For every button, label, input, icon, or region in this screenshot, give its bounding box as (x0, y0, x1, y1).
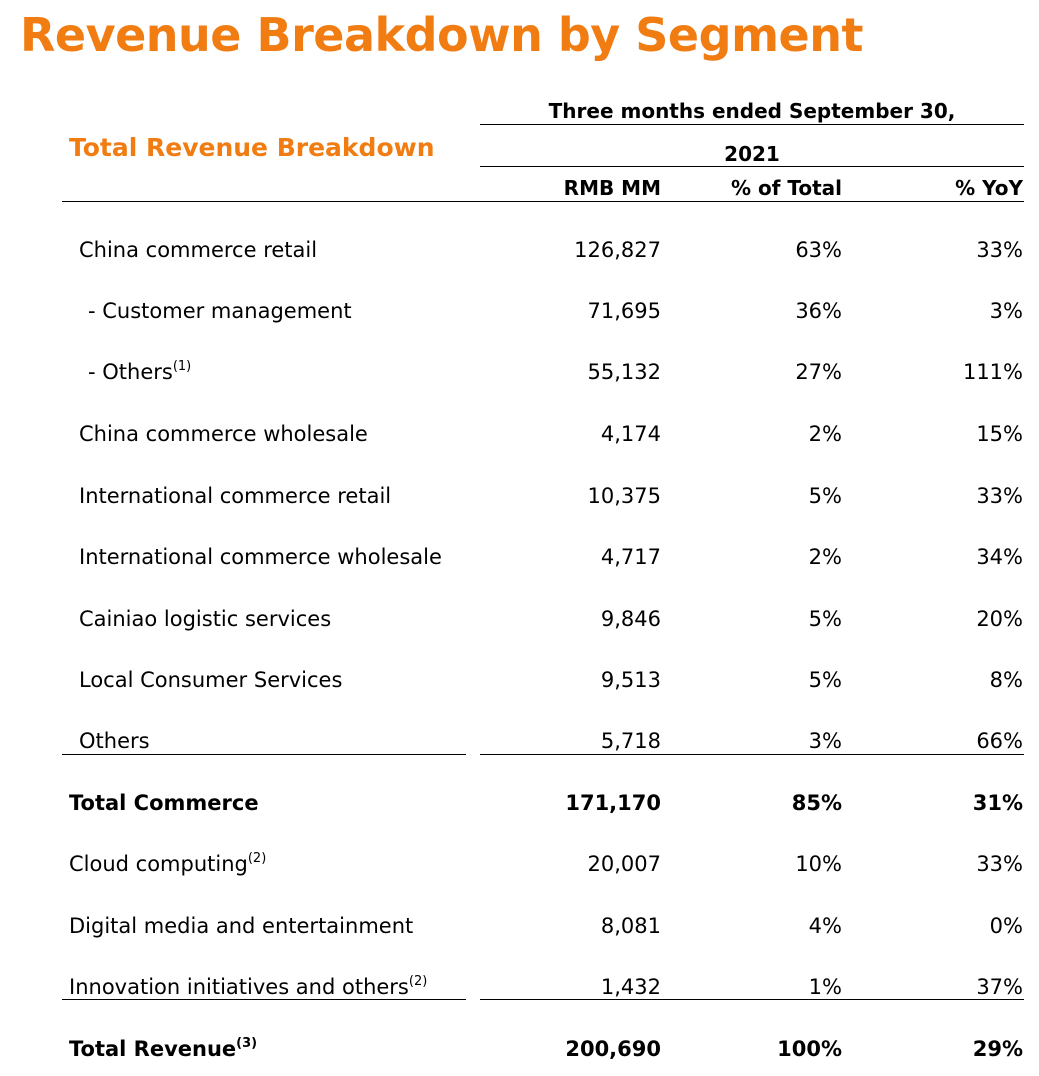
period-top-rule (480, 124, 1024, 125)
footnote-marker: (3) (236, 1036, 258, 1051)
row-label: - Customer management (88, 299, 352, 323)
total-rule-right (480, 999, 1024, 1000)
subtotal-rule-right (480, 754, 1024, 755)
rmb-value: 9,513 (600, 668, 661, 692)
table-row: China commerce wholesale 4,174 2% 15% (0, 419, 1039, 449)
row-label: International commerce wholesale (79, 545, 442, 569)
rmb-value: 171,170 (565, 791, 661, 815)
table-row: Others 5,718 3% 66% (0, 726, 1039, 756)
yoy-value: 33% (976, 238, 1023, 262)
row-label: Cainiao logistic services (79, 607, 332, 631)
row-label: Cloud computing(2) (69, 851, 267, 876)
yoy-value: 33% (976, 852, 1023, 876)
row-label: China commerce retail (79, 238, 318, 262)
yoy-value: 37% (976, 975, 1023, 999)
rmb-value: 126,827 (574, 238, 661, 262)
table-row: Digital media and entertainment 8,081 4%… (0, 911, 1039, 941)
rmb-value: 4,174 (600, 422, 661, 446)
yoy-value: 15% (976, 422, 1023, 446)
pct-total-value: 10% (795, 852, 842, 876)
pct-total-value: 1% (808, 975, 842, 999)
yoy-value: 20% (976, 607, 1023, 631)
column-header-pct-total: % of Total (730, 176, 842, 200)
rmb-value: 10,375 (587, 484, 661, 508)
yoy-value: 31% (972, 791, 1023, 815)
column-header-yoy: % YoY (955, 176, 1023, 200)
table-row: - Customer management 71,695 36% 3% (0, 296, 1039, 326)
row-label: Local Consumer Services (79, 668, 343, 692)
footnote-marker: (2) (247, 851, 267, 866)
pct-total-value: 2% (808, 545, 842, 569)
table-row: International commerce wholesale 4,717 2… (0, 542, 1039, 572)
period-mid-rule (480, 166, 1024, 167)
rmb-value: 20,007 (587, 852, 661, 876)
table-row: Local Consumer Services 9,513 5% 8% (0, 665, 1039, 695)
pct-total-value: 5% (808, 668, 842, 692)
rmb-value: 5,718 (600, 729, 661, 753)
pct-total-value: 2% (808, 422, 842, 446)
period-year: 2021 (724, 142, 780, 166)
row-label: - Others(1) (88, 359, 192, 384)
rmb-value: 200,690 (565, 1037, 661, 1061)
period-header: Three months ended September 30, (548, 99, 956, 123)
table-row: Cainiao logistic services 9,846 5% 20% (0, 604, 1039, 634)
rmb-value: 9,846 (600, 607, 661, 631)
footnote-marker: (2) (408, 974, 428, 989)
row-label: Total Revenue(3) (69, 1036, 258, 1061)
rmb-value: 4,717 (600, 545, 661, 569)
row-label: China commerce wholesale (79, 422, 368, 446)
column-header-rmb: RMB MM (563, 176, 661, 200)
yoy-value: 3% (989, 299, 1023, 323)
table-row: Cloud computing(2) 20,007 10% 33% (0, 849, 1039, 879)
table-row-total-commerce: Total Commerce 171,170 85% 31% (0, 788, 1039, 818)
table-row: International commerce retail 10,375 5% … (0, 481, 1039, 511)
header-rule (62, 201, 1024, 202)
table-row: Innovation initiatives and others(2) 1,4… (0, 972, 1039, 1002)
row-label: Total Commerce (69, 791, 259, 815)
pct-total-value: 27% (795, 360, 842, 384)
yoy-value: 66% (976, 729, 1023, 753)
rmb-value: 8,081 (600, 914, 661, 938)
pct-total-value: 63% (795, 238, 842, 262)
row-label: Innovation initiatives and others(2) (69, 974, 428, 999)
rmb-value: 1,432 (600, 975, 661, 999)
pct-total-value: 3% (808, 729, 842, 753)
yoy-value: 34% (976, 545, 1023, 569)
page-title: Revenue Breakdown by Segment (20, 8, 863, 62)
row-label: International commerce retail (79, 484, 392, 508)
table-row: China commerce retail 126,827 63% 33% (0, 235, 1039, 265)
yoy-value: 29% (972, 1037, 1023, 1061)
row-label: Digital media and entertainment (69, 914, 414, 938)
table-row-total-revenue: Total Revenue(3) 200,690 100% 29% (0, 1034, 1039, 1064)
rmb-value: 71,695 (587, 299, 661, 323)
pct-total-value: 5% (808, 607, 842, 631)
rmb-value: 55,132 (587, 360, 661, 384)
yoy-value: 8% (989, 668, 1023, 692)
table-row: - Others(1) 55,132 27% 111% (0, 357, 1039, 387)
yoy-value: 0% (989, 914, 1023, 938)
pct-total-value: 4% (808, 914, 842, 938)
section-title: Total Revenue Breakdown (69, 133, 435, 162)
footnote-marker: (1) (172, 359, 192, 374)
subtotal-rule-left (62, 754, 466, 755)
pct-total-value: 85% (791, 791, 842, 815)
pct-total-value: 36% (795, 299, 842, 323)
yoy-value: 111% (962, 360, 1023, 384)
pct-total-value: 100% (777, 1037, 842, 1061)
pct-total-value: 5% (808, 484, 842, 508)
row-label: Others (79, 729, 150, 753)
total-rule-left (62, 999, 466, 1000)
yoy-value: 33% (976, 484, 1023, 508)
